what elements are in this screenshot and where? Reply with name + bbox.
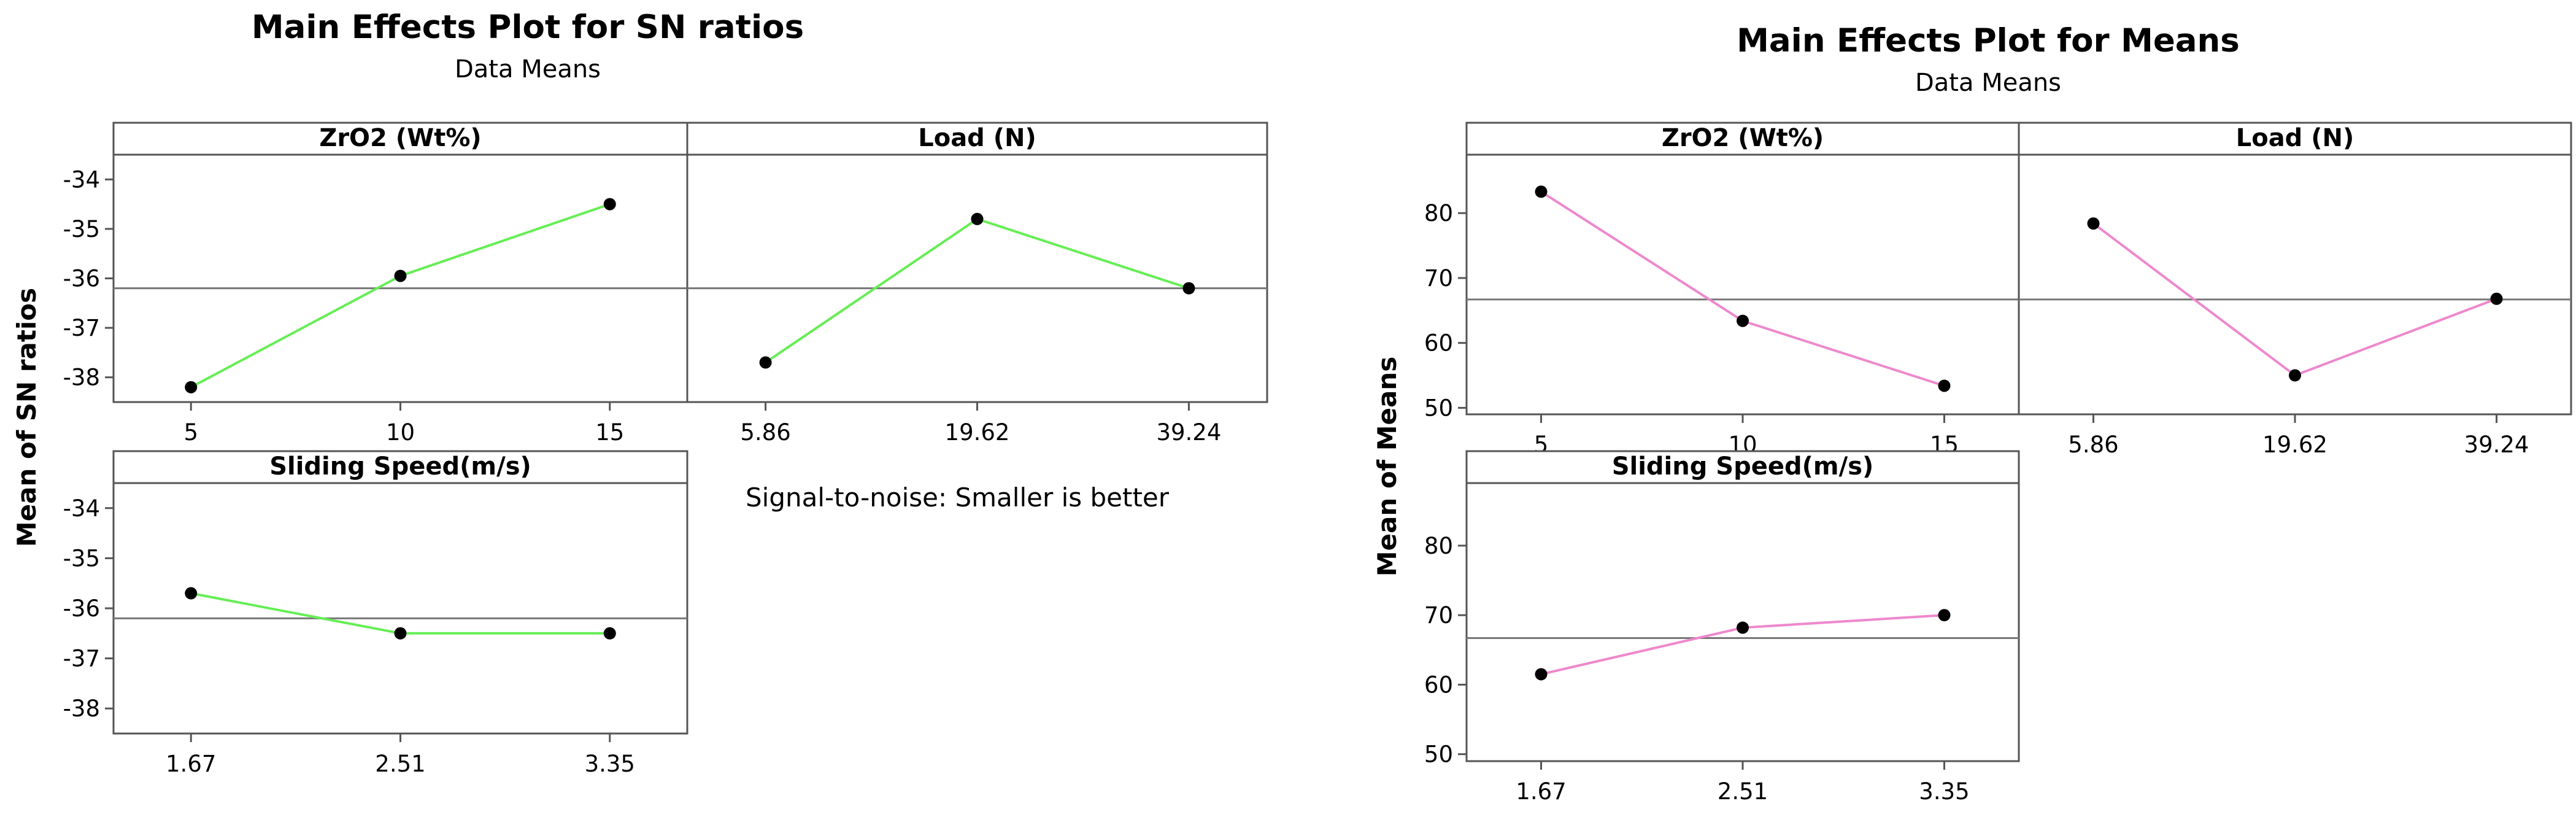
y-tick-label: 60 [1424,672,1453,698]
panel-frame [2018,122,2572,416]
data-point [1737,314,1749,327]
x-tick-label: 19.62 [945,419,1010,446]
x-tick-label: 5.86 [2068,432,2118,458]
means-y-axis-label: Mean of Means [1372,357,1402,576]
x-tick-label: 2.51 [375,751,425,777]
x-tick-label: 19.62 [2262,432,2327,458]
data-point [1938,609,1951,622]
y-tick-label: 60 [1424,330,1453,357]
x-tick-label: 10 [386,419,415,446]
plot-layer: ZrO2 (Wt%) -34 -35 -36 -37 -38 5 10 15 Load (N) 5.… [63,122,2572,805]
data-point [603,627,616,640]
means-panel-title-2: Sliding Speed(m/s) [1612,452,1874,481]
sn-panel-0: ZrO2 (Wt%) -34 -35 -36 -37 -38 5 10 15 [63,122,688,446]
data-point [185,381,198,393]
data-point [1535,668,1548,681]
data-point [603,198,616,211]
y-tick-label: -38 [63,365,100,391]
y-tick-label: -37 [63,646,100,672]
x-tick-label: 2.51 [1718,778,1768,805]
data-point [394,269,407,282]
x-tick-label: 1.67 [1516,778,1566,805]
means-panel-title-0: ZrO2 (Wt%) [1662,124,1824,152]
y-tick-label: -37 [63,315,100,341]
panel-frame [112,122,688,403]
y-tick-label: 80 [1424,200,1453,227]
data-point [1737,621,1749,634]
y-tick-label: -35 [63,216,100,242]
sn-chart-title: Main Effects Plot for SN ratios [252,9,804,46]
data-point [185,587,198,600]
y-tick-label: -36 [63,595,100,622]
sn-panel-1: Load (N) 5.86 19.62 39.24 [686,122,1268,446]
data-point [2490,292,2503,305]
x-tick-label: 3.35 [1919,778,1969,805]
means-chart-subtitle: Data Means [1915,69,2061,97]
y-tick-label: -34 [63,495,100,522]
sn-panel-title-2: Sliding Speed(m/s) [269,452,531,481]
panel-frame [1465,122,2020,416]
y-tick-label: -36 [63,266,100,292]
panel-frame [1465,450,2020,762]
means-panel-2: Sliding Speed(m/s) 80 70 60 50 1.67 2.51 3.35 [1424,450,2020,805]
x-tick-label: 39.24 [2464,432,2529,458]
y-tick-label: 50 [1424,741,1453,768]
data-point [759,356,772,369]
sn-y-axis-label: Mean of SN ratios [12,288,42,547]
y-tick-label: 70 [1424,265,1453,292]
y-tick-label: -35 [63,545,100,571]
data-point [971,212,984,225]
data-point [1182,282,1195,295]
data-point [394,627,407,640]
x-tick-label: 3.35 [585,751,635,777]
panel-frame [112,450,688,735]
means-chart-title: Main Effects Plot for Means [1737,22,2240,60]
sn-ratios-figure: Main Effects Plot for SN ratios Data Mea… [12,9,1170,547]
sn-note: Signal-to-noise: Smaller is better [746,482,1170,513]
data-point [1938,379,1951,392]
data-point [2087,217,2100,230]
y-tick-label: -38 [63,695,100,722]
y-tick-label: -34 [63,166,100,193]
means-panel-title-1: Load (N) [2236,124,2354,152]
means-figure: Main Effects Plot for Means Data Means M… [1372,22,2240,576]
panel-frame [686,122,1268,403]
x-tick-label: 5.86 [740,419,790,446]
sn-panel-2: Sliding Speed(m/s) -34 -35 -36 -37 -38 1.67 2.5… [63,450,688,777]
x-tick-label: 5 [183,419,198,446]
y-tick-label: 70 [1424,602,1453,629]
x-tick-label: 1.67 [166,751,216,777]
y-tick-label: 80 [1424,533,1453,559]
means-panel-1: Load (N) 5.86 19.62 39.24 [2018,122,2572,458]
data-point [1535,185,1548,198]
data-point [2289,369,2301,382]
sn-panel-title-0: ZrO2 (Wt%) [319,124,481,152]
x-tick-label: 39.24 [1156,419,1221,446]
x-tick-label: 15 [595,419,624,446]
y-tick-label: 50 [1424,395,1453,421]
sn-panel-title-1: Load (N) [918,124,1036,152]
sn-chart-subtitle: Data Means [455,55,601,83]
